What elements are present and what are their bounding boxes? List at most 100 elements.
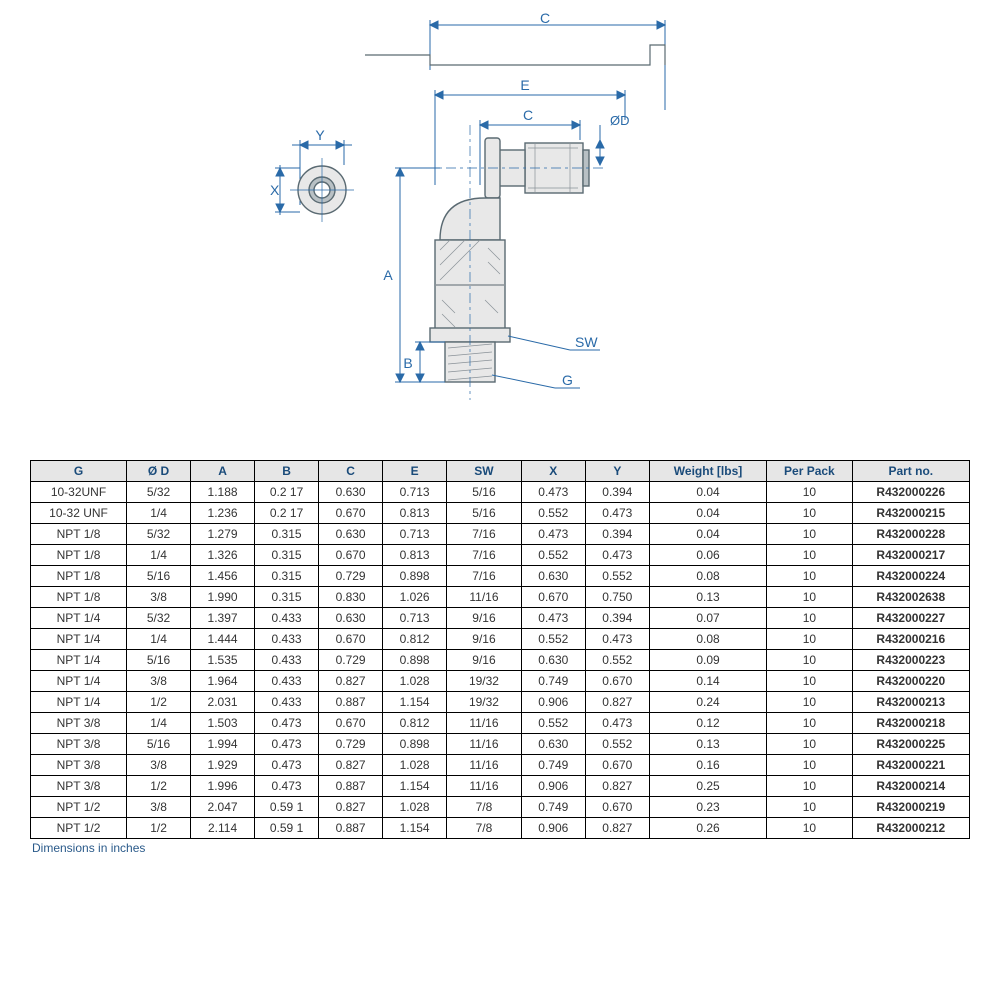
table-cell: 0.898 — [383, 566, 447, 587]
table-cell: 0.552 — [521, 629, 585, 650]
table-cell: 0.473 — [521, 608, 585, 629]
table-cell: 0.729 — [319, 734, 383, 755]
table-row: 10-32 UNF1/41.2360.2 170.6700.8135/160.5… — [31, 503, 970, 524]
table-cell: NPT 1/2 — [31, 797, 127, 818]
table-cell: 1.535 — [191, 650, 255, 671]
table-cell: 9/16 — [447, 608, 522, 629]
col-header: C — [319, 461, 383, 482]
table-cell: 0.59 1 — [255, 818, 319, 839]
table-cell: 0.2 17 — [255, 503, 319, 524]
table-cell: 0.315 — [255, 587, 319, 608]
table-cell: 0.830 — [319, 587, 383, 608]
table-cell: 0.887 — [319, 776, 383, 797]
table-cell: 1.026 — [383, 587, 447, 608]
table-row: NPT 1/45/321.3970.4330.6300.7139/160.473… — [31, 608, 970, 629]
table-cell: 0.473 — [585, 713, 649, 734]
table-cell: 0.394 — [585, 524, 649, 545]
col-header: Ø D — [127, 461, 191, 482]
table-cell: 10 — [767, 608, 852, 629]
table-cell: 1.188 — [191, 482, 255, 503]
table-cell: R432000214 — [852, 776, 969, 797]
table-cell: 0.898 — [383, 734, 447, 755]
table-cell: R432000215 — [852, 503, 969, 524]
table-cell: 0.315 — [255, 545, 319, 566]
table-cell: 2.114 — [191, 818, 255, 839]
table-cell: 0.552 — [521, 713, 585, 734]
table-cell: 0.750 — [585, 587, 649, 608]
table-cell: R432000218 — [852, 713, 969, 734]
table-cell: 1.028 — [383, 755, 447, 776]
table-cell: 2.031 — [191, 692, 255, 713]
table-cell: 10-32UNF — [31, 482, 127, 503]
table-cell: 0.670 — [319, 629, 383, 650]
table-cell: 0.813 — [383, 503, 447, 524]
table-cell: 0.14 — [649, 671, 766, 692]
table-cell: 0.433 — [255, 692, 319, 713]
table-cell: 9/16 — [447, 650, 522, 671]
table-cell: 0.898 — [383, 650, 447, 671]
dim-e: E — [520, 77, 529, 93]
table-cell: 0.552 — [585, 650, 649, 671]
table-cell: 0.887 — [319, 818, 383, 839]
table-cell: 0.749 — [521, 671, 585, 692]
table-cell: 0.24 — [649, 692, 766, 713]
table-cell: 0.473 — [521, 482, 585, 503]
table-row: NPT 1/45/161.5350.4330.7290.8989/160.630… — [31, 650, 970, 671]
table-cell: 5/16 — [127, 566, 191, 587]
table-cell: 10 — [767, 503, 852, 524]
table-row: NPT 1/81/41.3260.3150.6700.8137/160.5520… — [31, 545, 970, 566]
table-cell: 1.990 — [191, 587, 255, 608]
table-cell: 0.906 — [521, 776, 585, 797]
table-cell: 1.964 — [191, 671, 255, 692]
table-cell: 0.670 — [319, 713, 383, 734]
table-cell: NPT 1/8 — [31, 587, 127, 608]
table-cell: R432000219 — [852, 797, 969, 818]
table-cell: 11/16 — [447, 734, 522, 755]
table-cell: 1/2 — [127, 776, 191, 797]
table-cell: 1.279 — [191, 524, 255, 545]
table-cell: 0.433 — [255, 671, 319, 692]
table-cell: 1/2 — [127, 818, 191, 839]
table-cell: R432000213 — [852, 692, 969, 713]
col-header: X — [521, 461, 585, 482]
table-cell: 0.552 — [521, 545, 585, 566]
table-cell: 0.729 — [319, 650, 383, 671]
table-cell: 0.473 — [585, 545, 649, 566]
table-cell: 11/16 — [447, 587, 522, 608]
table-cell: 0.630 — [521, 566, 585, 587]
table-cell: 0.812 — [383, 713, 447, 734]
table-cell: 5/32 — [127, 524, 191, 545]
table-cell: 0.473 — [521, 524, 585, 545]
table-cell: 0.906 — [521, 818, 585, 839]
table-cell: 0.670 — [319, 545, 383, 566]
table-cell: 1/4 — [127, 503, 191, 524]
table-cell: 1/4 — [127, 713, 191, 734]
table-cell: 10 — [767, 587, 852, 608]
table-cell: 0.630 — [319, 524, 383, 545]
table-row: NPT 3/81/41.5030.4730.6700.81211/160.552… — [31, 713, 970, 734]
dim-b: B — [403, 355, 412, 371]
table-cell: 0.473 — [585, 629, 649, 650]
table-cell: 10 — [767, 650, 852, 671]
table-cell: 0.473 — [255, 713, 319, 734]
table-cell: 0.2 17 — [255, 482, 319, 503]
col-header: G — [31, 461, 127, 482]
dim-od: ØD — [610, 113, 630, 128]
table-cell: 0.812 — [383, 629, 447, 650]
table-row: NPT 1/85/161.4560.3150.7290.8987/160.630… — [31, 566, 970, 587]
table-cell: 1.503 — [191, 713, 255, 734]
table-cell: 0.04 — [649, 524, 766, 545]
table-cell: 1.397 — [191, 608, 255, 629]
table-cell: 10 — [767, 692, 852, 713]
table-cell: R432000225 — [852, 734, 969, 755]
table-cell: 0.630 — [521, 734, 585, 755]
table-cell: 0.433 — [255, 629, 319, 650]
col-header: Part no. — [852, 461, 969, 482]
table-cell: 0.670 — [585, 671, 649, 692]
table-cell: 7/8 — [447, 818, 522, 839]
table-cell: 9/16 — [447, 629, 522, 650]
table-row: NPT 3/85/161.9940.4730.7290.89811/160.63… — [31, 734, 970, 755]
dim-a: A — [383, 267, 393, 283]
table-cell: 11/16 — [447, 713, 522, 734]
table-cell: 1.994 — [191, 734, 255, 755]
